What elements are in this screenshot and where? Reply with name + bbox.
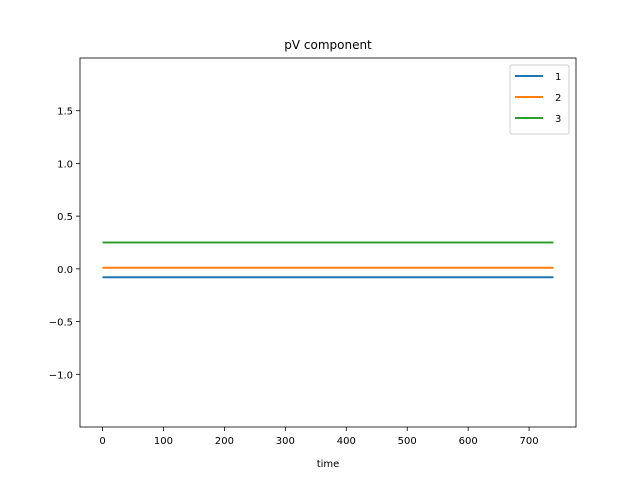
x-axis-label: time (317, 459, 340, 470)
x-tick-label: 500 (398, 436, 417, 447)
y-tick-label: −1.0 (49, 370, 73, 381)
x-tick-label: 200 (215, 436, 234, 447)
legend-label-3: 3 (555, 114, 561, 125)
legend-label-1: 1 (555, 72, 561, 83)
x-tick-label: 400 (337, 436, 356, 447)
x-tick-label: 0 (99, 436, 105, 447)
y-tick-label: −0.5 (49, 318, 73, 329)
y-tick-label: 0.5 (57, 212, 73, 223)
y-tick-label: 0.0 (57, 265, 73, 276)
x-tick-label: 300 (276, 436, 295, 447)
x-tick-label: 600 (459, 436, 478, 447)
x-tick-label: 100 (154, 436, 173, 447)
legend-box (509, 64, 570, 135)
y-tick-label: 1.0 (57, 159, 73, 170)
y-axis: −1.0 −0.5 0.0 0.5 1.0 1.5 (49, 107, 80, 381)
plot-area (79, 57, 577, 428)
x-tick-label: 700 (520, 436, 539, 447)
legend-label-2: 2 (555, 93, 561, 104)
plot-frame (79, 57, 577, 428)
legend: 1 2 3 (509, 64, 570, 135)
chart-title: pV component (284, 38, 372, 52)
y-tick-label: 1.5 (57, 107, 73, 118)
x-axis: 0 100 200 300 400 500 600 700 (99, 427, 539, 447)
